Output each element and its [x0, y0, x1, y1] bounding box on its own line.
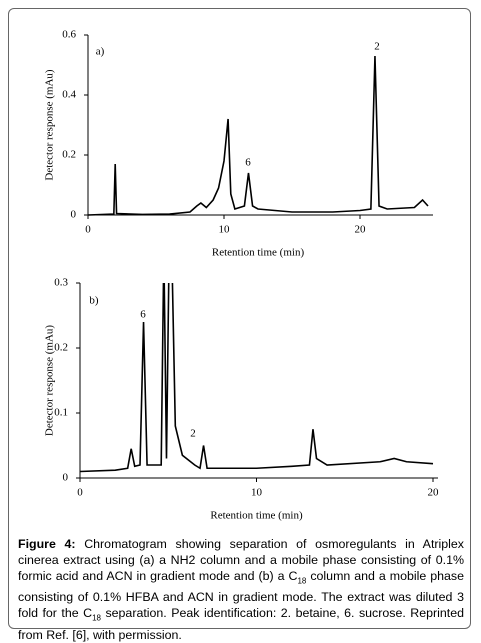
x-tick-label: 0 — [77, 487, 83, 499]
y-tick-label: 0.2 — [62, 149, 76, 161]
y-tick-label: 0.6 — [62, 29, 76, 41]
x-tick-label: 10 — [219, 224, 231, 236]
y-tick-label: 0.1 — [54, 407, 68, 419]
data-line — [79, 283, 434, 473]
x-tick-label: 20 — [355, 224, 367, 236]
caption-text: Chromatogram showing separation of osmor… — [18, 537, 464, 583]
caption-subscript: 18 — [92, 613, 101, 623]
annotation: 2 — [374, 41, 380, 53]
annotation: a) — [96, 46, 105, 58]
caption: Figure 4: Chromatogram showing separatio… — [18, 536, 464, 643]
data-line — [87, 55, 429, 216]
annotation: 6 — [140, 309, 146, 321]
y-axis-title: Detector response (mAu) — [44, 325, 56, 437]
annotation: b) — [89, 295, 99, 307]
x-tick-label: 10 — [251, 487, 263, 499]
y-tick-label: 0 — [71, 209, 77, 221]
y-tick-label: 0 — [63, 472, 69, 484]
annotation: 2 — [190, 428, 196, 440]
y-tick-label: 0.2 — [54, 342, 68, 354]
y-tick-label: 0.4 — [62, 89, 76, 101]
annotation: 6 — [245, 157, 251, 169]
x-axis-title: Retention time (min) — [212, 247, 305, 259]
y-axis-title: Detector response (mAu) — [44, 69, 56, 181]
y-tick-label: 0.3 — [54, 277, 68, 289]
x-axis-title: Retention time (min) — [210, 510, 303, 522]
x-tick-label: 0 — [85, 224, 91, 236]
caption-subscript: 18 — [297, 576, 307, 586]
x-tick-label: 20 — [428, 487, 440, 499]
figure-frame — [8, 8, 471, 629]
caption-text: column and a mobile phase consisting of … — [18, 569, 465, 621]
caption-label: Figure 4: — [18, 537, 76, 551]
